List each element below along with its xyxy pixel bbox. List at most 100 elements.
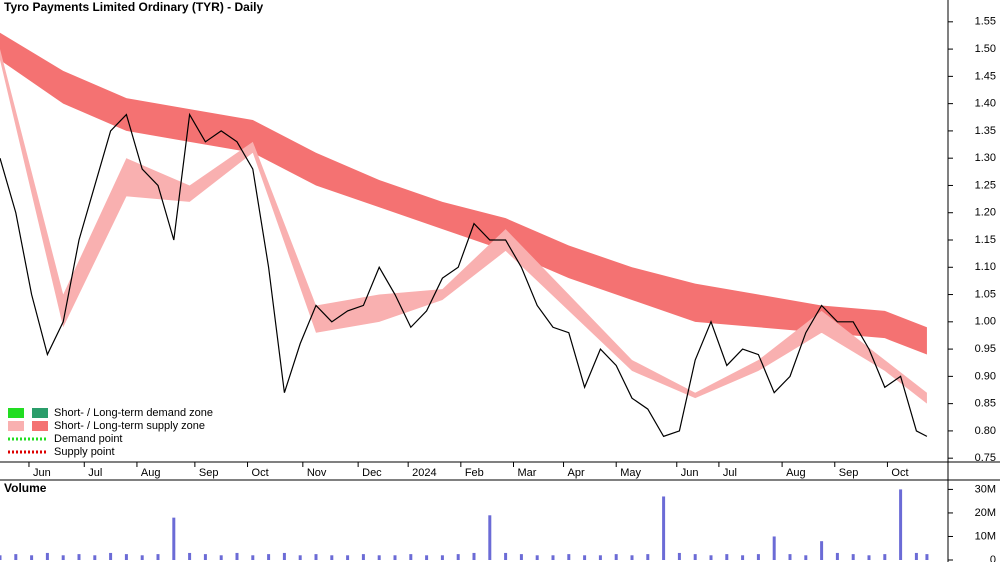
x-tick-label: Oct — [891, 467, 908, 479]
y-tick-label: 1.55 — [975, 16, 996, 28]
y-tick-label: 20M — [975, 507, 996, 519]
y-tick-label: 1.30 — [975, 152, 996, 164]
x-tick-label: Aug — [786, 467, 806, 479]
volume-bar — [14, 554, 18, 560]
volume-bar — [235, 552, 239, 560]
volume-bar — [614, 554, 618, 560]
price-line — [0, 112, 928, 438]
legend-label: Supply point — [54, 446, 115, 458]
volume-bar — [409, 554, 413, 560]
y-tick-label: 1.05 — [975, 288, 996, 300]
volume-bar — [156, 554, 160, 560]
volume-bar — [488, 515, 492, 560]
x-tick-label: Jun — [33, 467, 51, 479]
volume-bar — [867, 555, 871, 560]
y-tick-label: 1.20 — [975, 207, 996, 219]
panel-title: Volume — [4, 481, 47, 495]
volume-bar — [314, 554, 318, 560]
volume-bar — [914, 552, 918, 560]
volume-bar — [804, 555, 808, 560]
volume-bar — [883, 554, 887, 560]
volume-bar — [725, 554, 729, 560]
volume-bar — [472, 552, 476, 560]
volume-bar — [788, 554, 792, 560]
volume-bar — [851, 554, 855, 560]
volume-bar — [61, 555, 65, 560]
legend-label: Short- / Long-term demand zone — [54, 407, 213, 419]
x-tick-label: Sep — [199, 467, 219, 479]
volume-bar — [504, 552, 508, 560]
volume-bar — [93, 555, 97, 560]
volume-bar — [630, 555, 634, 560]
volume-bar — [298, 555, 302, 560]
volume-bar — [330, 555, 334, 560]
legend-swatch — [8, 408, 24, 418]
volume-bar — [662, 496, 666, 560]
volume-bar — [267, 554, 271, 560]
volume-bar — [140, 555, 144, 560]
volume-bar — [251, 555, 255, 560]
volume-bar — [741, 555, 745, 560]
y-tick-label: 1.10 — [975, 261, 996, 273]
volume-bar — [124, 554, 128, 560]
y-tick-label: 0.75 — [975, 452, 996, 464]
volume-bar — [109, 552, 113, 560]
y-tick-label: 1.35 — [975, 125, 996, 137]
y-tick-label: 1.00 — [975, 316, 996, 328]
y-tick-label: 0.85 — [975, 398, 996, 410]
x-tick-label: Mar — [518, 467, 537, 479]
y-tick-label: 1.45 — [975, 70, 996, 82]
y-tick-label: 1.25 — [975, 179, 996, 191]
x-tick-label: Jul — [88, 467, 102, 479]
volume-bar — [693, 554, 697, 560]
volume-bar — [440, 555, 444, 560]
volume-bar — [425, 555, 429, 560]
y-tick-label: 0.90 — [975, 370, 996, 382]
volume-bar — [709, 555, 713, 560]
volume-bar — [820, 541, 824, 560]
volume-bar — [393, 555, 397, 560]
volume-bar — [835, 552, 839, 560]
volume-bar — [756, 554, 760, 560]
volume-bar — [30, 555, 34, 560]
volume-bar — [925, 554, 929, 560]
volume-bar — [203, 554, 207, 560]
legend-swatch — [8, 421, 24, 431]
volume-bar — [0, 555, 2, 560]
x-tick-label: Jul — [723, 467, 737, 479]
volume-bar — [282, 552, 286, 560]
legend-swatch — [32, 421, 48, 431]
volume-bar — [361, 554, 365, 560]
volume-bar — [456, 554, 460, 560]
volume-bar — [567, 554, 571, 560]
y-tick-label: 1.50 — [975, 43, 996, 55]
volume-bar — [551, 555, 555, 560]
volume-bar — [677, 552, 681, 560]
x-tick-label: 2024 — [412, 467, 436, 479]
x-tick-label: Dec — [362, 467, 382, 479]
x-tick-label: Aug — [141, 467, 161, 479]
y-tick-label: 0.80 — [975, 425, 996, 437]
volume-bar — [346, 555, 350, 560]
volume-bar — [45, 552, 49, 560]
volume-bar — [188, 552, 192, 560]
y-tick-label: 1.15 — [975, 234, 996, 246]
x-tick-label: Apr — [568, 467, 585, 479]
y-tick-label: 0.95 — [975, 343, 996, 355]
x-tick-label: Jun — [681, 467, 699, 479]
volume-bar — [77, 554, 81, 560]
x-tick-label: May — [620, 467, 641, 479]
legend-swatch — [32, 408, 48, 418]
chart-title: Tyro Payments Limited Ordinary (TYR) - D… — [4, 0, 263, 14]
x-tick-label: Oct — [252, 467, 269, 479]
volume-bar — [377, 555, 381, 560]
y-tick-label: 0 — [990, 554, 996, 562]
x-tick-label: Sep — [839, 467, 859, 479]
legend-label: Short- / Long-term supply zone — [54, 420, 205, 432]
y-tick-label: 1.40 — [975, 98, 996, 110]
x-tick-label: Nov — [307, 467, 327, 479]
y-tick-label: 10M — [975, 530, 996, 542]
legend-label: Demand point — [54, 433, 123, 445]
